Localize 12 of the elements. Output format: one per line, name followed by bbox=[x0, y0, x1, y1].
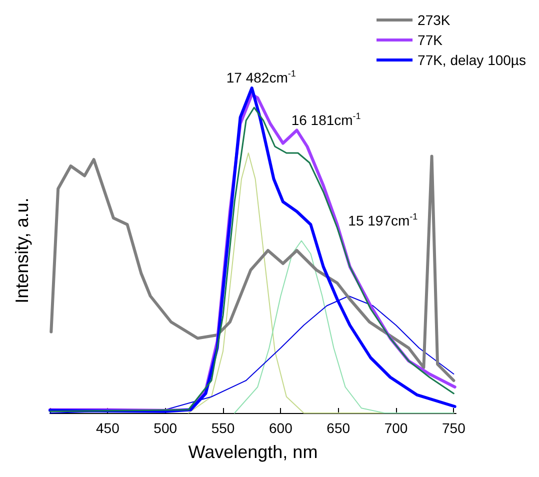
x-tick-label: 750 bbox=[442, 420, 466, 436]
y-axis-title: Intensity, a.u. bbox=[12, 198, 32, 304]
x-tick-label: 550 bbox=[211, 420, 235, 436]
legend-label: 77K bbox=[418, 32, 444, 48]
legend-label: 273K bbox=[418, 12, 451, 28]
x-tick-label: 500 bbox=[154, 420, 178, 436]
x-tick-label: 650 bbox=[326, 420, 350, 436]
legend-label: 77K, delay 100µs bbox=[418, 52, 526, 68]
x-tick-label: 600 bbox=[269, 420, 293, 436]
x-tick-label: 450 bbox=[96, 420, 120, 436]
x-axis-title: Wavelength, nm bbox=[188, 442, 318, 462]
x-tick-label: 700 bbox=[384, 420, 408, 436]
